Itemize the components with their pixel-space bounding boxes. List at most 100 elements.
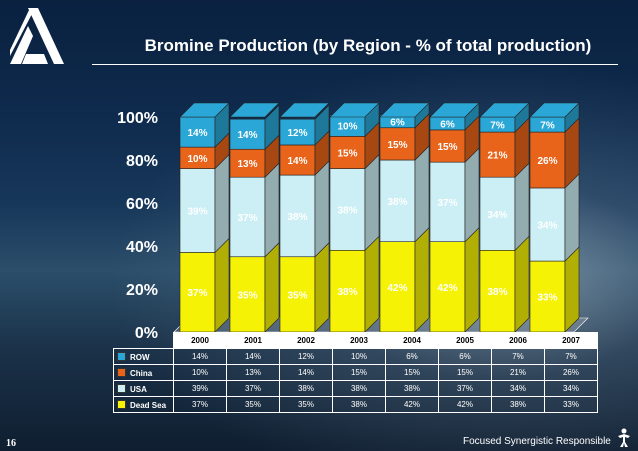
bar-top	[379, 102, 430, 118]
x-tick-label: 2000	[173, 332, 227, 349]
x-tick-label: 2003	[332, 332, 386, 349]
data-label: 34%	[487, 210, 507, 221]
table-cell: 38%	[385, 380, 439, 397]
data-label: 14%	[187, 128, 207, 139]
bar-top	[429, 102, 480, 118]
bar-usa	[429, 161, 466, 242]
footer-tagline: Focused Synergistic Responsible	[463, 436, 611, 447]
legend-swatch	[117, 351, 126, 361]
x-tick-label: 2002	[279, 332, 333, 349]
legend-label: China	[130, 368, 153, 378]
legend-label: USA	[130, 384, 147, 394]
bar-dead-sea	[529, 260, 566, 333]
y-tick-label: 40%	[126, 239, 158, 256]
data-label: 14%	[237, 130, 257, 141]
data-label: 12%	[287, 128, 307, 139]
bar-row	[279, 118, 316, 146]
table-cell: 15%	[332, 364, 386, 381]
bar-side-usa	[314, 160, 330, 258]
table-cell: 15%	[385, 364, 439, 381]
table-cell: 26%	[544, 364, 598, 381]
data-label: 38%	[387, 197, 407, 208]
table-cell: 38%	[491, 396, 545, 413]
bar-china	[329, 136, 366, 169]
x-tick-label: 2006	[491, 332, 545, 349]
bar-row	[229, 118, 266, 150]
data-table: 2000 2001 2002 2003 2004 2005 2006 2007 ROW 14% 14…	[113, 332, 598, 413]
data-label: 6%	[440, 119, 455, 130]
bar-top	[229, 102, 280, 118]
data-label: 13%	[237, 159, 257, 170]
bar-usa	[179, 168, 216, 253]
bar-usa	[379, 159, 416, 242]
bar-top	[529, 102, 580, 118]
bar-dead-sea	[329, 250, 366, 333]
table-cell: 42%	[438, 396, 492, 413]
bar-side-dead-sea	[464, 226, 480, 333]
bar-china	[479, 131, 516, 178]
data-label: 7%	[490, 121, 505, 132]
table-cell: 33%	[544, 396, 598, 413]
data-label: 38%	[337, 287, 357, 298]
bar-side-usa	[564, 173, 580, 262]
bar-dead-sea	[229, 256, 266, 333]
table-cell: 6%	[438, 348, 492, 365]
table-cell: 39%	[173, 380, 227, 397]
legend-entry: ROW	[113, 348, 174, 365]
chart-title: Bromine Production (by Region - % of tot…	[144, 36, 592, 55]
data-label: 26%	[537, 156, 557, 167]
table-cell: 14%	[226, 348, 280, 365]
bar-usa	[479, 176, 516, 251]
legend-entry: Dead Sea	[113, 396, 174, 413]
y-tick-label: 20%	[126, 282, 158, 299]
data-label: 37%	[237, 213, 257, 224]
bar-side-dead-sea	[314, 242, 330, 333]
data-label: 38%	[287, 212, 307, 223]
bar-row	[179, 116, 216, 148]
title-underline	[92, 64, 618, 65]
bar-top	[279, 102, 330, 118]
table-cell: 14%	[279, 364, 333, 381]
data-label: 34%	[537, 221, 557, 232]
bar-side-usa	[414, 145, 430, 243]
legend-swatch	[117, 367, 126, 377]
legend-entry: USA	[113, 380, 174, 397]
company-logo	[10, 8, 64, 64]
data-label: 14%	[287, 156, 307, 167]
data-label: 38%	[337, 205, 357, 216]
data-label: 6%	[390, 117, 405, 128]
legend-swatch	[117, 383, 126, 393]
table-cell: 7%	[491, 348, 545, 365]
bar-side-row	[314, 104, 330, 146]
data-label: 37%	[437, 198, 457, 209]
data-label: 10%	[187, 154, 207, 165]
table-row: China 10% 13% 14% 15% 15% 15% 21% 26%	[113, 364, 598, 381]
bar-side-dead-sea	[264, 242, 280, 333]
table-cell: 6%	[385, 348, 439, 365]
y-tick-label: 80%	[126, 153, 158, 170]
data-label: 39%	[187, 207, 207, 218]
table-cell: 14%	[173, 348, 227, 365]
legend-entry: China	[113, 364, 174, 381]
data-label: 37%	[187, 288, 207, 299]
table-cell: 38%	[279, 380, 333, 397]
data-label: 10%	[337, 122, 357, 133]
table-row: ROW 14% 14% 12% 10% 6% 6% 7% 7%	[113, 348, 598, 365]
bar-side-dead-sea	[214, 237, 230, 333]
table-cell: 7%	[544, 348, 598, 365]
data-label: 35%	[237, 290, 257, 301]
data-label: 15%	[337, 148, 357, 159]
bar-side-usa	[264, 162, 280, 258]
bar-side-usa	[364, 153, 380, 252]
x-tick-label: 2001	[226, 332, 280, 349]
bar-top	[329, 102, 380, 118]
table-cell: 42%	[385, 396, 439, 413]
legend-swatch	[117, 399, 126, 409]
y-tick-label: 60%	[126, 196, 158, 213]
bar-side-dead-sea	[514, 235, 530, 333]
data-label: 33%	[537, 293, 557, 304]
table-cell: 12%	[279, 348, 333, 365]
bar-side-dead-sea	[564, 246, 580, 333]
bar-usa	[279, 174, 316, 258]
table-cell: 37%	[173, 396, 227, 413]
